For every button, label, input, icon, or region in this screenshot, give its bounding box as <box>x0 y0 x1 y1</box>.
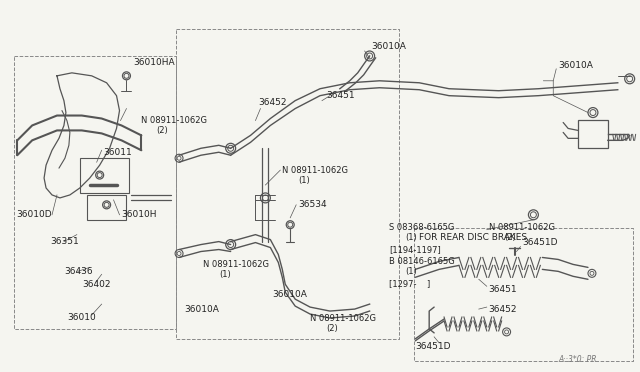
Text: S 08368-6165G: S 08368-6165G <box>390 223 455 232</box>
Text: 36010H: 36010H <box>122 210 157 219</box>
Text: (1): (1) <box>298 176 310 185</box>
Text: N 08911-1062G: N 08911-1062G <box>203 260 269 269</box>
Text: 36010A: 36010A <box>372 42 406 51</box>
Text: 36010A: 36010A <box>273 290 307 299</box>
Text: N 08911-1062G: N 08911-1062G <box>282 166 348 174</box>
Text: (1): (1) <box>219 270 230 279</box>
Text: (1): (1) <box>405 233 417 242</box>
Text: 36436: 36436 <box>64 267 93 276</box>
Text: A··3*0: PR: A··3*0: PR <box>558 355 596 364</box>
Text: N 08911-1062G: N 08911-1062G <box>141 116 207 125</box>
Text: 36351: 36351 <box>50 237 79 246</box>
Text: [1194-1197]: [1194-1197] <box>390 245 441 254</box>
Text: 36452: 36452 <box>259 98 287 107</box>
Text: (2): (2) <box>504 233 516 242</box>
Text: 36451: 36451 <box>326 91 355 100</box>
Bar <box>80 158 129 193</box>
Text: 36010A: 36010A <box>558 61 593 70</box>
Text: N 08911-1062G: N 08911-1062G <box>489 223 555 232</box>
Text: (2): (2) <box>326 324 338 333</box>
Bar <box>578 121 608 148</box>
Text: 36010D: 36010D <box>16 210 52 219</box>
Text: 36011: 36011 <box>104 148 132 157</box>
Text: (2): (2) <box>156 126 168 135</box>
Text: 36534: 36534 <box>298 201 327 209</box>
Text: 36010: 36010 <box>67 312 95 321</box>
Text: B 08146-6165G: B 08146-6165G <box>390 257 455 266</box>
Text: N 08911-1062G: N 08911-1062G <box>310 314 376 324</box>
Bar <box>87 195 127 220</box>
Text: 36010HA: 36010HA <box>133 58 175 67</box>
Text: 36451D: 36451D <box>415 342 451 351</box>
Text: [1297-    ]: [1297- ] <box>390 279 431 288</box>
Text: (1): (1) <box>405 267 417 276</box>
Text: 36451: 36451 <box>489 285 517 294</box>
Text: FOR REAR DISC BRAKES: FOR REAR DISC BRAKES <box>419 233 527 242</box>
Text: 36010A: 36010A <box>184 305 219 314</box>
Text: 36451D: 36451D <box>522 238 558 247</box>
Text: 36402: 36402 <box>82 280 110 289</box>
Text: 36452: 36452 <box>489 305 517 314</box>
